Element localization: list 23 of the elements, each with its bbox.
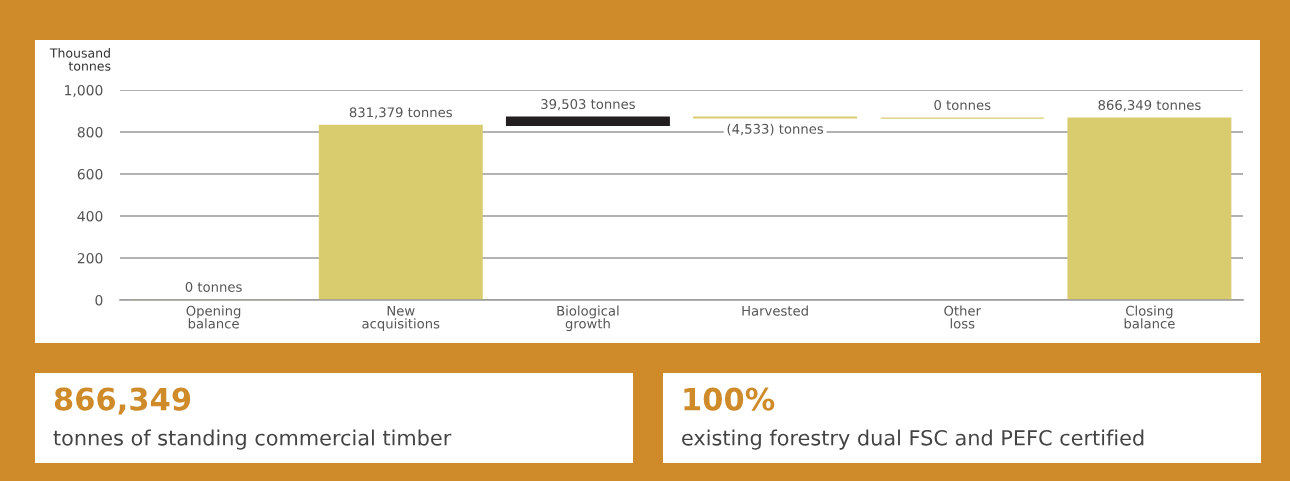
annotation: 0 tonnes [185, 281, 242, 292]
text: 866,349 [54, 387, 191, 415]
y-tick-label: 200 [77, 252, 103, 264]
x-tick-label: Other loss [944, 305, 981, 329]
annotation: 39,503 tonnes [541, 99, 635, 111]
y-tick-label: 600 [77, 168, 103, 180]
annotation: 0 tonnes [934, 99, 991, 110]
x-tick-label: Opening balance [186, 305, 241, 329]
x-tick-label: Biological growth [557, 305, 619, 332]
y-tick-label: 800 [77, 126, 103, 138]
text: tonnes of standing commercial timber [53, 429, 452, 450]
y-tick-label: 1,000 [65, 84, 103, 97]
x-tick-label: Harvested [742, 305, 808, 316]
annotation: 866,349 tonnes [1098, 99, 1201, 112]
y-tick-label: 400 [77, 210, 103, 222]
y-tick-label: 0 [95, 294, 103, 306]
text: 100% [684, 387, 775, 411]
x-tick-label: New acquisitions [362, 305, 440, 332]
annotation: 831,379 tonnes [349, 107, 452, 119]
annotation: (4,533) tonnes [727, 123, 824, 136]
text: existing forestry dual FSC and PEFC certified [682, 429, 1144, 450]
y-axis-title: Thousand tonnes [49, 48, 111, 71]
x-tick-label: Closing balance [1124, 305, 1175, 329]
